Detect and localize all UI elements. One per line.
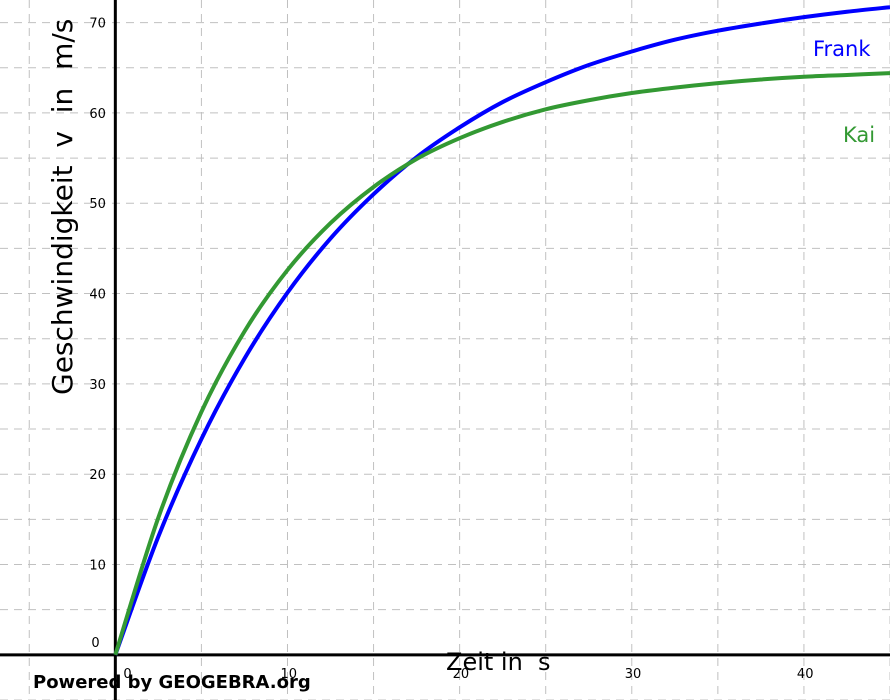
x-tick-label: 20	[453, 667, 470, 682]
x-axis-title: Zeit in s	[446, 648, 551, 676]
x-tick-label: 40	[797, 667, 814, 682]
x-tick-label: 10	[280, 667, 297, 682]
tick-labels: 0 10 20 30 40 0 10 20 30 40 50 60 70	[89, 17, 813, 682]
y-tick-label: 30	[89, 378, 106, 393]
geogebra-watermark: Powered by GEOGEBRA.org	[33, 672, 311, 693]
y-tick-label: 10	[89, 559, 106, 574]
series-label-frank: Frank	[813, 37, 871, 61]
series-label-kai: Kai	[843, 123, 875, 147]
series-labels: Frank Kai	[813, 37, 875, 147]
x-tick-label: 0	[123, 667, 131, 682]
y-tick-label: 70	[89, 17, 106, 32]
series-line-kai	[113, 71, 890, 656]
series-lines	[113, 5, 890, 656]
y-tick-label: 60	[89, 107, 106, 122]
y-axis-title: Geschwindigkeit v in m/s	[46, 19, 79, 395]
y-tick-label: 0	[91, 636, 99, 651]
y-tick-label: 20	[89, 468, 106, 483]
y-tick-label: 50	[89, 197, 106, 212]
series-line-frank	[113, 5, 890, 656]
x-tick-label: 30	[625, 667, 642, 682]
y-tick-label: 40	[89, 288, 106, 303]
